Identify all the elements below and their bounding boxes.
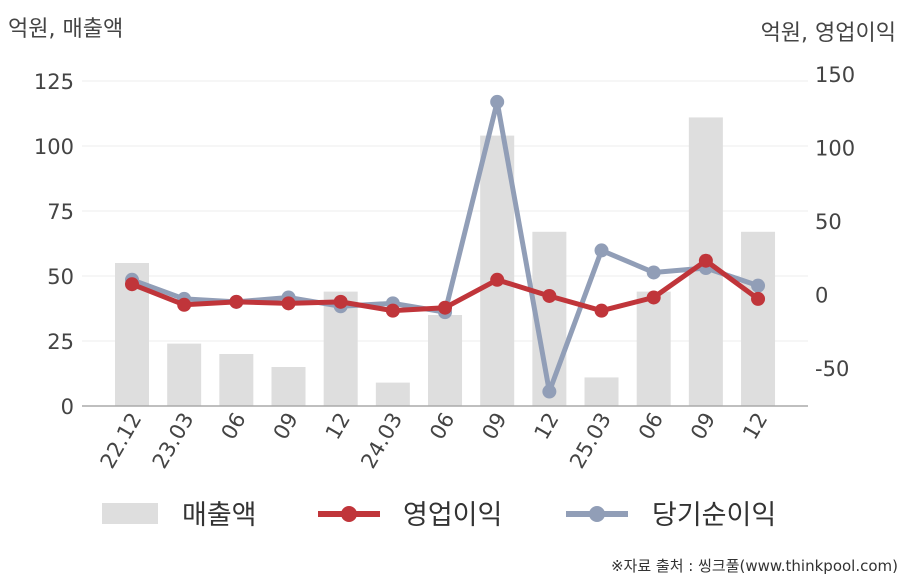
bar-sales — [271, 367, 306, 406]
point-operating-profit — [751, 291, 766, 306]
x-tick-label: 23.03 — [148, 409, 199, 473]
point-operating-profit — [281, 296, 296, 311]
right-tick-label: 100 — [815, 137, 855, 161]
line-series — [125, 94, 766, 399]
x-tick-label: 12 — [321, 409, 355, 444]
bar-sales — [636, 291, 671, 406]
bar-sales — [219, 354, 254, 406]
point-operating-profit — [646, 290, 661, 305]
x-axis-ticks: 22.12 23.03 06 09 12 24.03 06 09 12 25.03 06 09 12 — [95, 409, 772, 473]
point-net-income — [594, 243, 609, 258]
left-tick-label: 125 — [34, 70, 74, 94]
point-net-income — [542, 384, 557, 399]
right-tick-label: -50 — [815, 357, 849, 381]
left-tick-label: 50 — [47, 265, 74, 289]
bar-sales — [480, 135, 515, 406]
right-tick-label: 0 — [815, 284, 828, 308]
left-axis-ticks: 0 25 50 75 100 125 — [34, 70, 74, 419]
left-tick-label: 0 — [61, 395, 74, 419]
point-operating-profit — [490, 272, 505, 287]
bar-sales — [167, 343, 202, 406]
bar-sales — [375, 382, 410, 406]
legend-swatch-sales — [102, 503, 158, 524]
x-tick-label: 22.12 — [95, 409, 146, 473]
right-axis-ticks: -50 0 50 100 150 — [815, 63, 855, 381]
legend-marker-net-income — [589, 506, 605, 522]
legend-label-operating-profit: 영업이익 — [403, 500, 502, 531]
right-tick-label: 150 — [815, 63, 855, 87]
point-operating-profit — [333, 294, 348, 309]
x-tick-label: 09 — [477, 409, 511, 444]
legend: 매출액 영업이익 당기순이익 — [102, 500, 776, 531]
source-text: ※자료 출처 : 씽크풀(www.thinkpool.com) — [611, 557, 898, 575]
point-operating-profit — [542, 288, 557, 303]
x-tick-label: 09 — [269, 409, 303, 444]
point-operating-profit — [229, 294, 244, 309]
point-net-income — [646, 265, 661, 280]
x-tick-label: 06 — [425, 409, 459, 444]
x-tick-label: 12 — [530, 409, 564, 444]
bar-sales — [741, 231, 776, 406]
left-tick-label: 100 — [34, 135, 74, 159]
point-operating-profit — [698, 253, 713, 268]
point-operating-profit — [385, 303, 400, 318]
bar-series — [115, 117, 776, 407]
left-tick-label: 75 — [47, 200, 74, 224]
point-net-income — [751, 278, 766, 293]
x-tick-label: 24.03 — [356, 409, 407, 473]
legend-label-net-income: 당기순이익 — [652, 500, 776, 531]
right-axis-title: 억원, 영업이익 — [761, 21, 896, 46]
x-tick-label: 09 — [686, 409, 720, 444]
point-operating-profit — [594, 303, 609, 318]
left-tick-label: 25 — [47, 330, 74, 354]
x-tick-label: 06 — [217, 409, 251, 444]
right-tick-label: 50 — [815, 210, 842, 234]
point-operating-profit — [177, 297, 192, 312]
legend-label-sales: 매출액 — [182, 500, 257, 531]
x-tick-label: 25.03 — [565, 409, 616, 473]
left-axis-title: 억원, 매출액 — [8, 17, 123, 42]
x-tick-label: 06 — [634, 409, 668, 444]
legend-marker-operating-profit — [341, 506, 357, 522]
point-net-income — [490, 94, 505, 109]
bar-sales — [428, 315, 463, 406]
bar-sales — [584, 377, 619, 406]
x-tick-label: 12 — [738, 409, 772, 444]
point-operating-profit — [125, 277, 139, 292]
point-operating-profit — [438, 300, 453, 315]
